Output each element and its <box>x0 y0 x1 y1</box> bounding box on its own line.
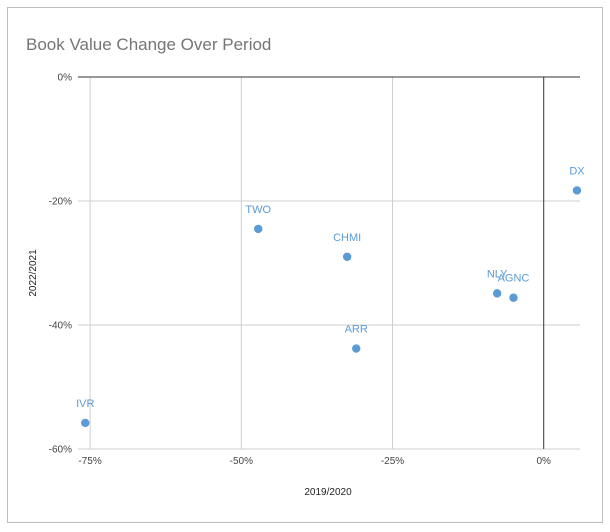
chart-frame: Book Value Change Over Period -75% -50% -2… <box>7 7 603 523</box>
y-tick-label: -20% <box>49 197 72 208</box>
x-tick-label: -75% <box>78 456 101 467</box>
point-label-nly: NLY <box>487 268 508 280</box>
data-point-arr <box>352 344 361 353</box>
data-point-agnc <box>509 293 518 302</box>
y-tick-label: -60% <box>49 445 72 456</box>
tick-labels: -75% -50% -25% 0% 0% -20% -40% -60% <box>49 73 551 468</box>
axes <box>78 76 580 449</box>
point-label-ivr: IVR <box>76 398 94 410</box>
data-point-nly <box>492 289 502 298</box>
data-point-dx <box>572 186 582 195</box>
data-point-chmi <box>342 252 352 261</box>
y-tick-label: 0% <box>58 73 73 84</box>
data-point-two <box>254 224 263 234</box>
data-points <box>81 186 582 428</box>
data-point-ivr <box>81 418 90 428</box>
point-label-dx: DX <box>569 165 585 177</box>
point-label-two: TWO <box>245 204 271 216</box>
y-tick-label: -40% <box>49 321 72 332</box>
point-label-arr: ARR <box>345 324 368 336</box>
grid-lines <box>78 77 580 450</box>
y-axis-title: 2022/2021 <box>28 249 39 297</box>
x-axis-title: 2019/2020 <box>304 487 352 498</box>
point-label-agnc: AGNC <box>498 273 530 285</box>
chart-title: Book Value Change Over Period <box>26 35 271 54</box>
x-tick-label: -25% <box>381 456 404 467</box>
x-tick-label: 0% <box>536 456 551 467</box>
x-tick-label: -50% <box>230 456 253 467</box>
point-label-chmi: CHMI <box>333 232 361 244</box>
scatter-chart: Book Value Change Over Period -75% -50% -2… <box>26 35 585 498</box>
